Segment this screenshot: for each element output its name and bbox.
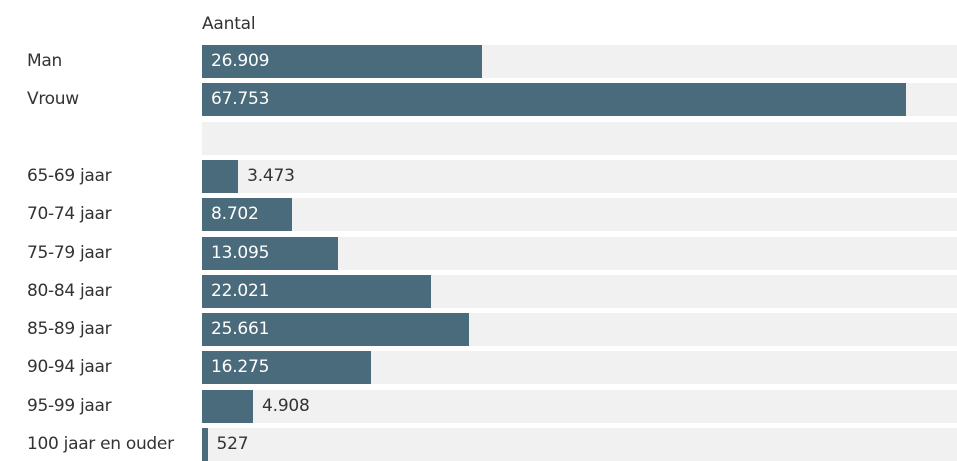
bar [202,198,293,232]
chart-row-spacer [0,121,957,155]
bar-track: 67.753 [202,83,957,117]
value-label: 8.702 [211,204,259,225]
chart-row: 70-74 jaar 8.702 [0,198,957,232]
value-label: 22.021 [211,280,270,301]
value-label: 527 [216,434,249,454]
bar [202,83,906,117]
chart-row: Vrouw 67.753 [0,83,957,117]
bar-track: 8.702 [202,198,957,232]
value-label: 67.753 [211,89,270,110]
bar-track: 527 [202,428,957,461]
value-label: 4.908 [262,395,310,416]
category-label: Man [27,51,62,71]
chart-row: 75-79 jaar 13.095 [0,236,957,270]
bar-track: 25.661 [202,313,957,347]
chart-row: 65-69 jaar 3.473 [0,159,957,193]
bar-track: 16.275 [202,351,957,385]
chart-row: 100 jaar en ouder 527 [0,428,957,461]
bar [202,389,253,423]
bar [202,159,239,193]
category-label: 70-74 jaar [27,204,112,225]
chart-row: 80-84 jaar 22.021 [0,274,957,308]
bar [202,45,482,78]
bar-track: 22.021 [202,274,957,308]
bar-track: 4.908 [202,389,957,423]
bar-track: 26.909 [202,45,957,78]
category-label: 80-84 jaar [27,280,112,301]
bar [202,351,371,385]
chart-row: 90-94 jaar 16.275 [0,351,957,385]
category-label: 100 jaar en ouder [27,434,174,454]
column-header: Aantal [202,14,256,34]
value-label: 16.275 [211,357,270,378]
category-label: 90-94 jaar [27,357,112,378]
chart-row: 95-99 jaar 4.908 [0,389,957,423]
category-label: 65-69 jaar [27,165,112,186]
bar [202,428,208,461]
value-label: 26.909 [211,51,270,71]
value-label: 25.661 [211,319,270,340]
bar-track [202,121,957,155]
bar [202,236,338,270]
category-label: Vrouw [27,89,79,110]
bar-track: 13.095 [202,236,957,270]
category-label: 85-89 jaar [27,319,112,340]
bar [202,274,431,308]
value-label: 13.095 [211,242,270,263]
chart-row: 85-89 jaar 25.661 [0,313,957,347]
category-label: 95-99 jaar [27,395,112,416]
bar-track: 3.473 [202,159,957,193]
value-label: 3.473 [247,165,295,186]
chart-row: Man 26.909 [0,45,957,78]
bar [202,313,469,347]
category-label: 75-79 jaar [27,242,112,263]
